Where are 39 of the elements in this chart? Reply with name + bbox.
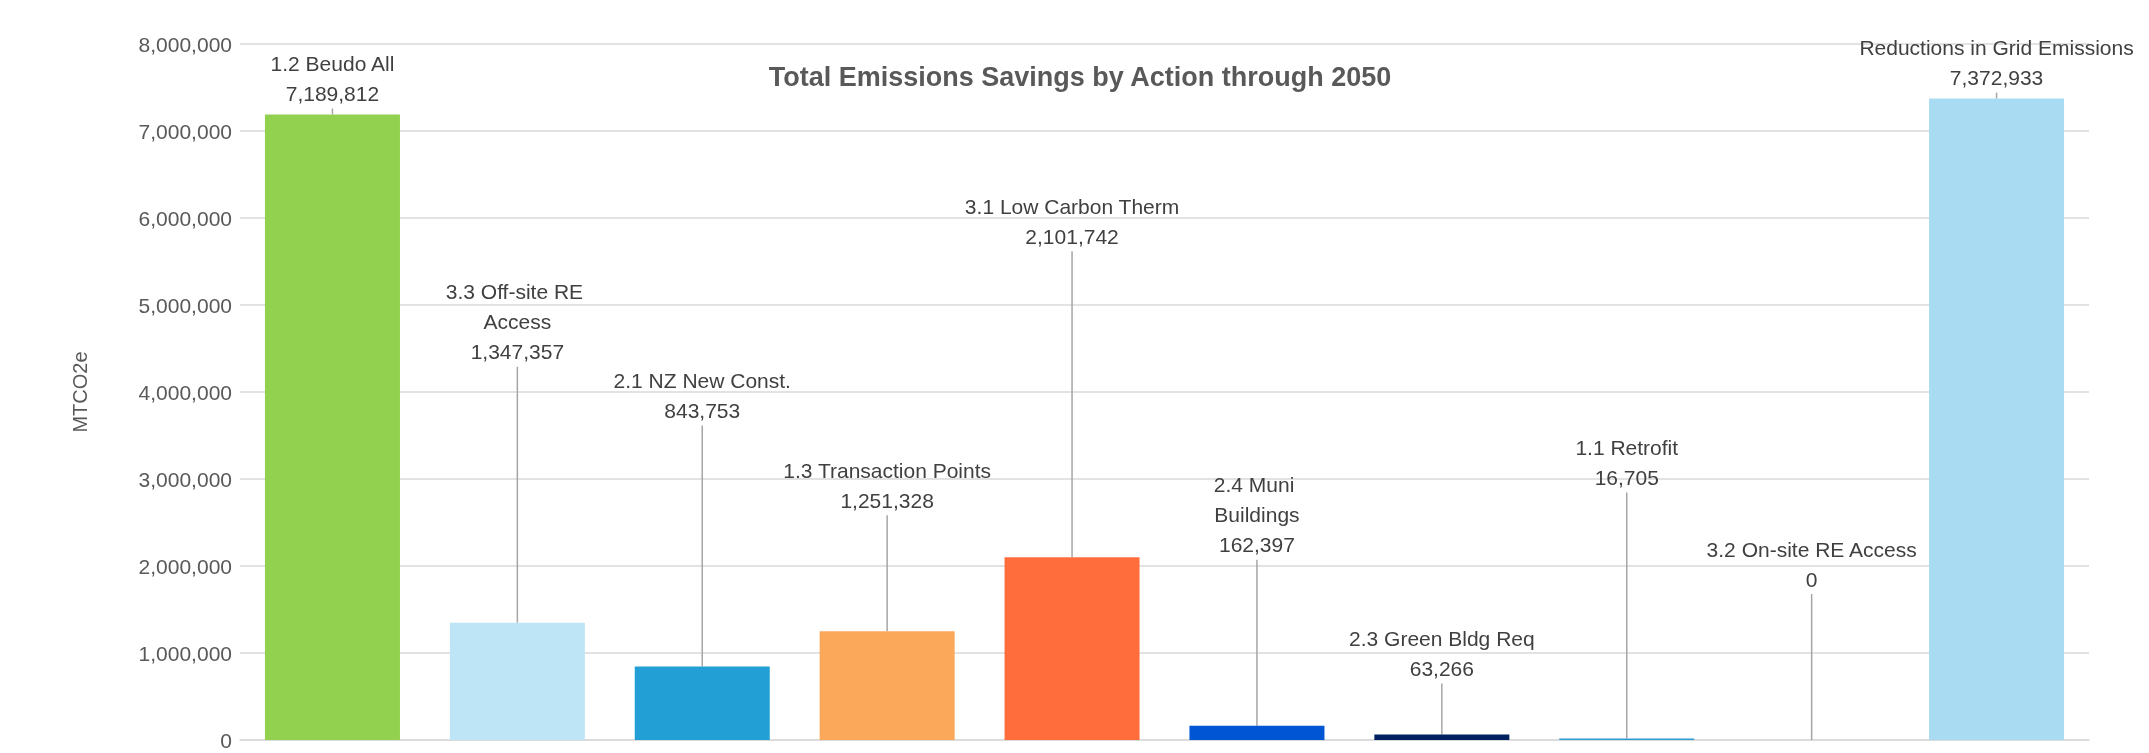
y-tick-label: 1,000,000 bbox=[138, 641, 232, 665]
bar bbox=[1004, 557, 1140, 740]
data-label: 162,397 bbox=[1218, 533, 1295, 557]
x-tick-label: 3.1 Low Carbon Therm bbox=[964, 194, 1180, 218]
bar bbox=[1374, 734, 1510, 740]
x-tick-label: 2.1 NZ New Const. bbox=[613, 369, 791, 393]
bar bbox=[1189, 725, 1325, 740]
x-tick-label: 2.3 Green Bldg Req bbox=[1349, 627, 1535, 650]
data-label: 843,753 bbox=[664, 399, 741, 423]
x-tick-label: 1.2 Beudo All bbox=[270, 51, 395, 75]
y-tick-label: 2,000,000 bbox=[138, 554, 232, 578]
y-tick-label: 7,000,000 bbox=[138, 119, 232, 143]
y-tick-label: 3,000,000 bbox=[138, 467, 232, 491]
y-tick-label: 5,000,000 bbox=[138, 293, 232, 317]
data-label: 0 bbox=[1805, 567, 1818, 591]
bar bbox=[449, 622, 585, 740]
y-tick-label: 8,000,000 bbox=[138, 32, 232, 56]
bar bbox=[264, 114, 400, 740]
y-axis-title: MTCO2e bbox=[69, 351, 91, 433]
y-tick-label: 4,000,000 bbox=[138, 380, 232, 404]
text: Total Emissions Savings by Action through 2050 bbox=[768, 61, 1392, 92]
x-tick-label: 2.4 Muni Buildings bbox=[1213, 473, 1301, 527]
data-label: 16,705 bbox=[1594, 466, 1659, 490]
x-tick-label: 3.2 On-site RE Access bbox=[1706, 537, 1917, 561]
data-label: 7,189,812 bbox=[285, 81, 380, 105]
x-tick-label: Reductions in Grid Emissions bbox=[1859, 36, 2134, 60]
x-tick-label: 3.3 Off-site RE Access bbox=[445, 280, 589, 334]
x-tick-label: 1.3 Transaction Points bbox=[783, 458, 992, 482]
y-tick-label: 6,000,000 bbox=[138, 206, 232, 230]
bar bbox=[819, 631, 955, 740]
bar bbox=[634, 666, 770, 740]
data-label: 2,101,742 bbox=[1025, 224, 1119, 248]
data-label: 7,372,933 bbox=[1949, 66, 2044, 90]
data-label: 1,347,357 bbox=[470, 340, 565, 364]
data-label: 1,251,328 bbox=[840, 488, 934, 512]
bar bbox=[1929, 98, 2065, 740]
data-label: 63,266 bbox=[1409, 657, 1474, 680]
y-tick-label: 0 bbox=[220, 728, 232, 752]
x-tick-label: 1.1 Retrofit bbox=[1575, 436, 1679, 460]
